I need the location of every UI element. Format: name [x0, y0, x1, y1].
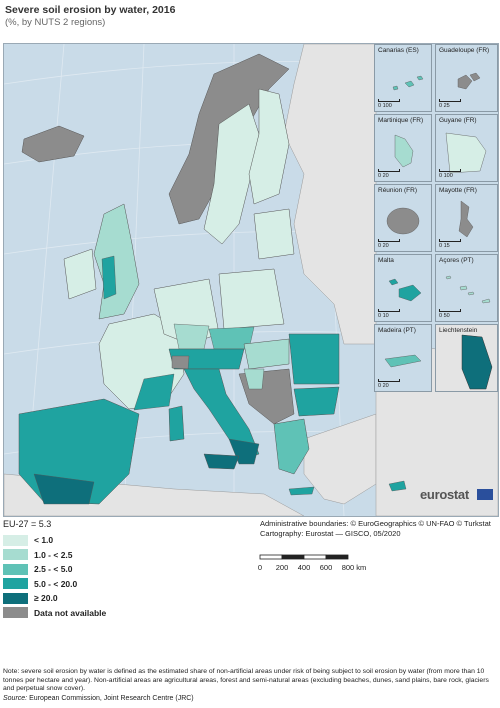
scale-label: 0	[258, 563, 262, 572]
andalusia	[33, 473, 95, 505]
switzerland	[171, 355, 190, 370]
source-line: Source: European Commission, Joint Resea…	[3, 695, 194, 702]
cyprus	[388, 480, 407, 492]
legend-swatch	[3, 549, 28, 561]
credits-cartography: Cartography: Eurostat — GISCO, 05/2020	[260, 529, 401, 538]
romania	[288, 333, 340, 385]
baltics	[253, 208, 295, 260]
inset-guyane: Guyane (FR) 0 100	[435, 114, 498, 182]
legend-item: Data not available	[3, 606, 106, 621]
poland	[218, 268, 285, 330]
scale-bar: 0 200 400 600 800 km	[258, 554, 367, 572]
ireland	[63, 248, 97, 300]
inset-martinique: Martinique (FR) 0 20	[374, 114, 432, 182]
scale-label: 600	[320, 563, 333, 572]
legend-item: ≥ 20.0	[3, 591, 106, 606]
inset-malta: Malta 0 10	[374, 254, 432, 322]
inset-canarias: Canarias (ES) 0 100	[374, 44, 432, 112]
eu-total: EU-27 = 5.3	[3, 519, 52, 529]
scale-label: 200	[276, 563, 289, 572]
eurostat-logo: eurostat	[420, 487, 469, 502]
legend-swatch	[3, 607, 28, 619]
france-south	[133, 373, 175, 411]
map-subtitle: (%, by NUTS 2 regions)	[5, 17, 106, 28]
legend-item: 1.0 - < 2.5	[3, 548, 106, 563]
finland	[248, 88, 290, 205]
greece	[273, 418, 310, 475]
legend-swatch	[3, 563, 28, 575]
sicily	[203, 453, 240, 470]
legend-item: < 1.0	[3, 533, 106, 548]
inset-guadeloupe: Guadeloupe (FR) 0 25	[435, 44, 498, 112]
scale-label: 400	[298, 563, 311, 572]
legend-item: 2.5 - < 5.0	[3, 562, 106, 577]
footnote: Note: severe soil erosion by water is de…	[3, 668, 489, 693]
inset-liechtenstein: Liechtenstein	[435, 324, 498, 392]
legend-swatch	[3, 592, 28, 604]
sardinia	[168, 405, 185, 442]
inset-mayotte: Mayotte (FR) 0 15	[435, 184, 498, 252]
croatia	[243, 368, 265, 390]
sweden	[203, 103, 260, 245]
map-title: Severe soil erosion by water, 2016	[5, 4, 176, 16]
united-kingdom	[93, 203, 140, 320]
inset-acores: Açores (PT) 0 50	[435, 254, 498, 322]
main-map: Canarias (ES) 0 100 Guadeloupe (FR) 0 25…	[3, 43, 499, 517]
legend-swatch	[3, 534, 28, 546]
europe-map-svg	[4, 44, 498, 516]
legend-item: 5.0 - < 20.0	[3, 577, 106, 592]
inset-madeira: Madeira (PT) 0 20	[374, 324, 432, 392]
credits-boundaries: Administrative boundaries: © EuroGeograp…	[260, 519, 491, 528]
germany-south	[173, 323, 210, 350]
eu-flag-icon	[477, 489, 493, 500]
credits: Administrative boundaries: © EuroGeograp…	[260, 519, 491, 539]
scale-label: 800 km	[342, 563, 367, 572]
inset-reunion: Réunion (FR) 0 20	[374, 184, 432, 252]
iceland	[21, 125, 85, 163]
legend: < 1.0 1.0 - < 2.5 2.5 - < 5.0 5.0 - < 20…	[3, 533, 106, 620]
wales-region	[101, 255, 117, 300]
legend-swatch	[3, 578, 28, 590]
crete	[288, 486, 315, 496]
bulgaria	[293, 386, 340, 417]
hungary	[243, 338, 290, 370]
